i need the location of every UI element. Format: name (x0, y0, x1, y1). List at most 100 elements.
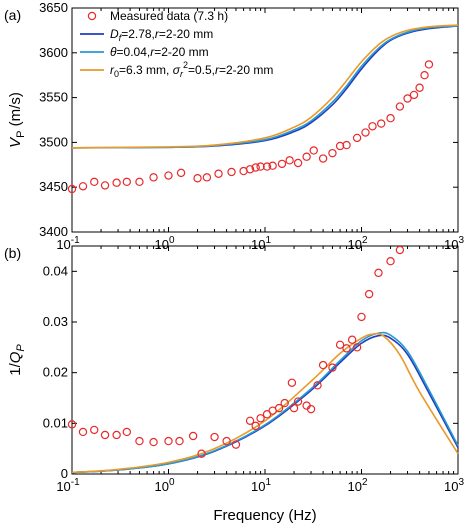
data-point (214, 169, 223, 178)
data-point (293, 397, 303, 406)
y-tick-label: 3400 (39, 224, 68, 239)
data-point (424, 60, 434, 69)
legend-entry: θ=0.04,r=2-20 mm (110, 45, 209, 59)
data-point (135, 436, 144, 446)
data-point (149, 173, 158, 182)
data-point (386, 114, 395, 123)
data-point (309, 146, 318, 155)
x-tick-label: 101 (251, 477, 271, 494)
data-point (222, 436, 231, 446)
legend-symbol: r (110, 63, 115, 77)
data-point (274, 403, 284, 413)
x-tick-exponent: 2 (362, 477, 368, 488)
legend-entry: r0=6.3 mm, σr2=0.5,r=2-20 mm (110, 60, 273, 79)
panel-b-series-lines (71, 331, 459, 474)
ylabel-symbol: V (7, 136, 24, 148)
data-point (318, 360, 328, 370)
legend: Measured data (7.3 h)Df=2.78,r=2-20 mmθ=… (80, 9, 273, 79)
x-tick-exponent: 1 (265, 477, 271, 488)
y-tick-label: 3550 (39, 90, 68, 105)
legend-symbol: r (150, 45, 155, 59)
ylabel-subscript: P (15, 130, 27, 137)
data-point (210, 432, 219, 442)
data-point (409, 90, 419, 100)
x-tick-label: 102 (347, 477, 367, 494)
x-tick-exponent: 3 (458, 235, 464, 246)
data-point (347, 335, 357, 344)
data-point (122, 177, 132, 187)
x-tick-exponent: 2 (362, 235, 368, 246)
x-tick-exponent: -1 (71, 235, 80, 246)
panel-b-frame (71, 245, 459, 475)
legend-symbol: D (110, 27, 119, 41)
ylabel-prefix: 1/ (7, 362, 24, 375)
legend-symbol: σ (173, 63, 181, 77)
legend-marker (87, 11, 97, 21)
data-point (357, 312, 366, 322)
panel-b-label: (b) (4, 245, 21, 261)
data-point (112, 430, 121, 440)
legend-symbol: r (215, 63, 220, 77)
y-tick-label: 3450 (39, 179, 68, 194)
legend-text-part: =2-20 mm (219, 63, 273, 77)
data-point (256, 414, 265, 423)
x-axis-label: Frequency (Hz) (213, 507, 316, 524)
data-point (100, 181, 110, 190)
data-point (262, 162, 272, 171)
panel-b-measured-points (67, 245, 405, 458)
x-tick-exponent: 0 (169, 477, 175, 488)
data-point (112, 178, 121, 187)
legend-entry: Measured data (7.3 h) (110, 9, 228, 23)
data-point (302, 152, 311, 161)
data-point (352, 133, 362, 143)
data-point (415, 83, 424, 92)
data-point (403, 94, 412, 103)
data-point (135, 177, 144, 187)
data-point (176, 168, 186, 178)
data-point (420, 70, 429, 80)
data-point (256, 162, 265, 171)
panel-b-y-axis-label: 1/QP (7, 344, 27, 376)
data-point (202, 173, 212, 182)
data-point (149, 437, 158, 447)
series-line (71, 331, 459, 474)
y-tick-label: 0.04 (43, 263, 68, 278)
y-tick-label: 0.03 (43, 314, 68, 329)
legend-text-part: =0.04, (117, 45, 151, 59)
data-point (342, 344, 351, 353)
legend-text-part: =2.78, (121, 27, 155, 41)
data-point (231, 440, 241, 449)
y-tick-label: 0 (61, 466, 68, 481)
data-point (175, 436, 184, 446)
data-point (289, 403, 299, 413)
x-tick-label: 102 (347, 235, 367, 252)
data-point (293, 158, 303, 168)
data-point (361, 128, 370, 137)
data-point (193, 174, 202, 183)
data-point (395, 102, 405, 111)
legend-subscript: f (119, 33, 123, 43)
y-tick-label: 3600 (39, 45, 68, 60)
series-line (71, 332, 459, 474)
data-point (368, 122, 377, 131)
data-point (335, 141, 345, 151)
data-point (280, 398, 289, 408)
data-point (67, 420, 77, 429)
x-tick-label: 103 (444, 477, 464, 494)
data-point (164, 171, 173, 180)
data-point (164, 436, 173, 446)
data-point (342, 140, 351, 150)
data-point (197, 449, 206, 458)
x-tick-label: 100 (154, 477, 174, 494)
x-tick-label: 101 (251, 235, 271, 252)
data-point (352, 343, 362, 352)
panel-a-label: (a) (4, 7, 21, 23)
data-point (374, 268, 383, 278)
series-line (71, 24, 459, 149)
data-point (100, 430, 110, 440)
legend-symbol: r (155, 27, 160, 41)
data-point (318, 154, 328, 163)
